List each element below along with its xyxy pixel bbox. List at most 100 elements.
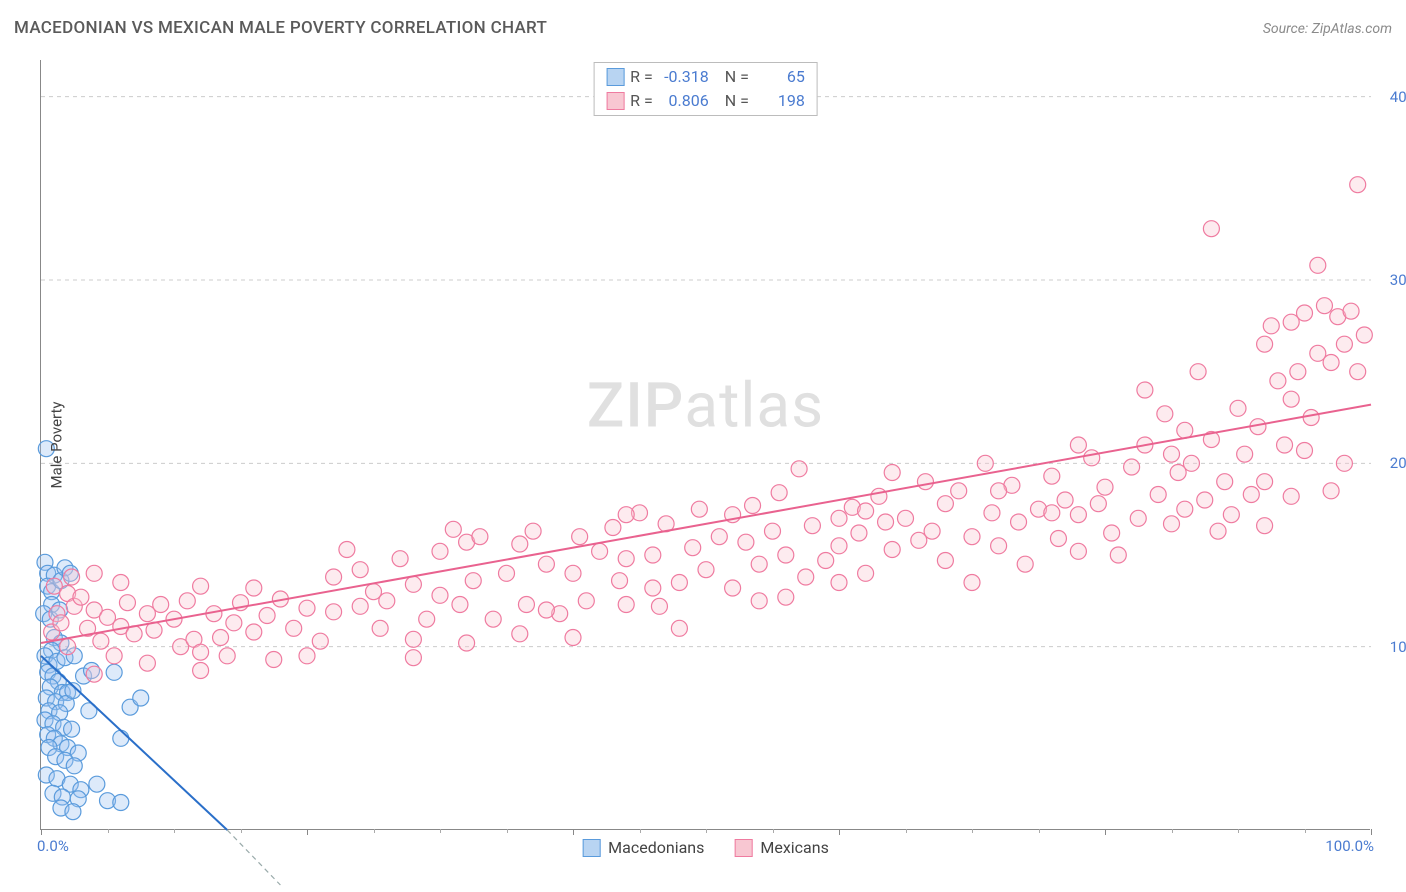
- data-point-mexicans: [266, 652, 282, 668]
- data-point-mexicans: [1070, 543, 1086, 559]
- x-tick: [573, 829, 574, 835]
- data-point-mexicans: [405, 576, 421, 592]
- data-point-mexicans: [392, 551, 408, 567]
- data-point-mexicans: [751, 593, 767, 609]
- data-point-mexicans: [525, 523, 541, 539]
- x-tick: [307, 829, 308, 835]
- data-point-mexicans: [964, 575, 980, 591]
- data-point-mexicans: [1110, 547, 1126, 563]
- data-point-mexicans: [153, 597, 169, 613]
- data-point-mexicans: [113, 575, 129, 591]
- data-point-macedonians: [89, 776, 105, 792]
- data-point-macedonians: [113, 795, 129, 811]
- data-point-mexicans: [1223, 507, 1239, 523]
- data-point-macedonians: [66, 758, 82, 774]
- data-point-mexicans: [512, 536, 528, 552]
- data-point-mexicans: [831, 538, 847, 554]
- data-point-mexicans: [691, 501, 707, 517]
- data-point-mexicans: [725, 580, 741, 596]
- data-point-mexicans: [618, 551, 634, 567]
- data-point-mexicans: [1336, 455, 1352, 471]
- x-tick-minor: [906, 829, 907, 833]
- legend-N-label: N =: [725, 89, 749, 113]
- data-point-macedonians: [64, 721, 80, 737]
- data-point-mexicans: [432, 543, 448, 559]
- data-point-mexicans: [1017, 556, 1033, 572]
- x-tick-minor: [374, 829, 375, 833]
- data-point-mexicans: [1350, 364, 1366, 380]
- x-tick: [839, 829, 840, 835]
- data-point-mexicans: [213, 630, 229, 646]
- data-point-mexicans: [352, 598, 368, 614]
- data-point-mexicans: [1090, 496, 1106, 512]
- data-point-mexicans: [60, 639, 76, 655]
- data-point-mexicans: [1190, 364, 1206, 380]
- data-point-mexicans: [778, 589, 794, 605]
- x-tick-minor: [108, 829, 109, 833]
- data-point-macedonians: [106, 664, 122, 680]
- legend-N-value: 198: [755, 89, 805, 113]
- data-point-mexicans: [1150, 487, 1166, 503]
- data-point-mexicans: [1350, 177, 1366, 193]
- x-tick: [41, 829, 42, 835]
- data-point-mexicans: [984, 505, 1000, 521]
- data-point-mexicans: [738, 534, 754, 550]
- x-tick-minor: [1172, 829, 1173, 833]
- data-point-mexicans: [818, 553, 834, 569]
- data-point-mexicans: [618, 597, 634, 613]
- data-point-mexicans: [771, 485, 787, 501]
- data-point-mexicans: [419, 611, 435, 627]
- data-point-mexicans: [791, 461, 807, 477]
- data-point-mexicans: [193, 644, 209, 660]
- data-point-mexicans: [937, 496, 953, 512]
- data-point-mexicans: [219, 648, 235, 664]
- x-tick-minor: [1305, 829, 1306, 833]
- data-point-mexicans: [1283, 488, 1299, 504]
- legend-R-label: R =: [630, 89, 653, 113]
- x-tick-minor: [640, 829, 641, 833]
- data-point-mexicans: [1237, 446, 1253, 462]
- legend-R-value: 0.806: [659, 89, 709, 113]
- legend-top-row: R = 0.806 N =198: [606, 89, 805, 113]
- y-tick-label: 30.0%: [1375, 271, 1406, 289]
- legend-swatch: [734, 839, 752, 857]
- data-point-mexicans: [339, 542, 355, 558]
- data-point-mexicans: [1343, 303, 1359, 319]
- data-point-mexicans: [326, 604, 342, 620]
- data-point-mexicans: [485, 611, 501, 627]
- data-point-mexicans: [605, 520, 621, 536]
- data-point-mexicans: [917, 474, 933, 490]
- data-point-mexicans: [1257, 474, 1273, 490]
- x-axis-min-label: 0.0%: [37, 837, 69, 855]
- data-point-mexicans: [1177, 501, 1193, 517]
- legend-bottom: MacedoniansMexicans: [582, 838, 829, 857]
- data-point-mexicans: [1104, 525, 1120, 541]
- data-point-mexicans: [405, 650, 421, 666]
- data-point-mexicans: [1057, 492, 1073, 508]
- legend-swatch: [606, 68, 624, 86]
- x-tick-minor: [1238, 829, 1239, 833]
- data-point-mexicans: [64, 569, 80, 585]
- data-point-mexicans: [1257, 518, 1273, 534]
- data-point-mexicans: [618, 507, 634, 523]
- data-point-mexicans: [1044, 505, 1060, 521]
- data-point-mexicans: [286, 620, 302, 636]
- x-tick: [1105, 829, 1106, 835]
- legend-swatch: [606, 92, 624, 110]
- data-point-mexicans: [459, 635, 475, 651]
- data-point-mexicans: [139, 655, 155, 671]
- data-point-mexicans: [884, 542, 900, 558]
- legend-top: R =-0.318N =65R =0.806N =198: [593, 62, 818, 116]
- data-point-mexicans: [1183, 455, 1199, 471]
- data-point-mexicans: [565, 565, 581, 581]
- scatter-svg: [41, 60, 1370, 829]
- data-point-mexicans: [1130, 510, 1146, 526]
- data-point-mexicans: [1164, 516, 1180, 532]
- data-point-mexicans: [512, 626, 528, 642]
- legend-bottom-item: Mexicans: [734, 838, 828, 857]
- data-point-mexicans: [851, 525, 867, 541]
- data-point-mexicans: [472, 529, 488, 545]
- data-point-mexicans: [765, 523, 781, 539]
- x-tick-minor: [706, 829, 707, 833]
- data-point-mexicans: [326, 569, 342, 585]
